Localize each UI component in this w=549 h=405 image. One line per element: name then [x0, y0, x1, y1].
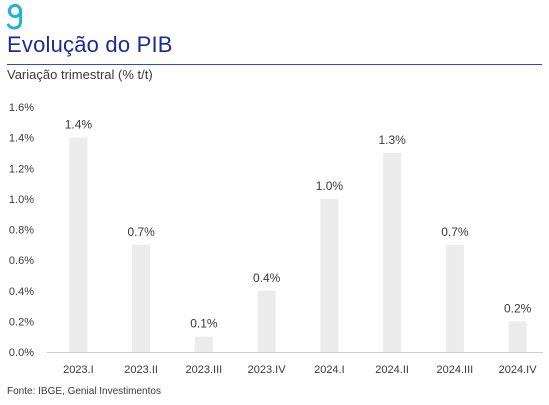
bar-value-label: 0.7% — [441, 225, 469, 239]
y-tick-label: 1.2% — [9, 163, 34, 175]
chart-subtitle: Variação trimestral (% t/t) — [7, 67, 153, 82]
bar-value-label: 0.1% — [190, 317, 218, 331]
x-tick-label: 2024.I — [314, 364, 345, 376]
y-tick-label: 1.0% — [9, 194, 34, 206]
bar-value-label: 0.4% — [253, 271, 281, 285]
bar — [132, 244, 151, 352]
data-labels: 1.4% 0.7% 0.1% 0.4% 1.0% 1.3% 0.7% 0.2% — [65, 118, 532, 331]
y-tick-label: 0.2% — [9, 316, 34, 328]
x-tick-label: 2023.I — [63, 364, 94, 376]
y-tick-label: 0.6% — [9, 255, 34, 267]
bar — [194, 336, 213, 352]
bar — [257, 290, 276, 352]
x-tick-label: 2024.IV — [499, 364, 538, 376]
x-tick-label: 2023.II — [124, 364, 158, 376]
bars — [69, 137, 527, 352]
bar — [383, 152, 402, 352]
y-tick-label: 1.6% — [9, 102, 34, 114]
bar-value-label: 1.4% — [65, 118, 93, 132]
title-divider — [7, 64, 542, 65]
x-tick-label: 2024.III — [437, 364, 474, 376]
y-tick-label: 0.0% — [9, 347, 34, 359]
bar — [508, 321, 527, 352]
bar — [445, 244, 464, 352]
bar-value-label: 1.3% — [378, 133, 406, 147]
x-tick-label: 2023.III — [186, 364, 223, 376]
y-axis: 0.0% 0.2% 0.4% 0.6% 0.8% 1.0% 1.2% 1.4% 1.6% — [9, 102, 34, 359]
y-tick-label: 1.4% — [9, 133, 34, 145]
bar-value-label: 1.0% — [316, 179, 344, 193]
x-tick-label: 2023.IV — [248, 364, 287, 376]
x-tick-label: 2024.II — [375, 364, 409, 376]
bar-value-label: 0.7% — [127, 225, 155, 239]
genial-logo — [7, 3, 23, 30]
bar — [69, 137, 88, 352]
bar — [320, 198, 339, 352]
source-note: Fonte: IBGE, Genial Investimentos — [7, 386, 161, 397]
x-axis: 2023.I 2023.II 2023.III 2023.IV 2024.I 2024.I… — [47, 352, 543, 376]
y-tick-label: 0.4% — [9, 286, 34, 298]
bar-value-label: 0.2% — [504, 301, 532, 315]
y-tick-label: 0.8% — [9, 225, 34, 237]
page-title: Evolução do PIB — [7, 32, 173, 57]
